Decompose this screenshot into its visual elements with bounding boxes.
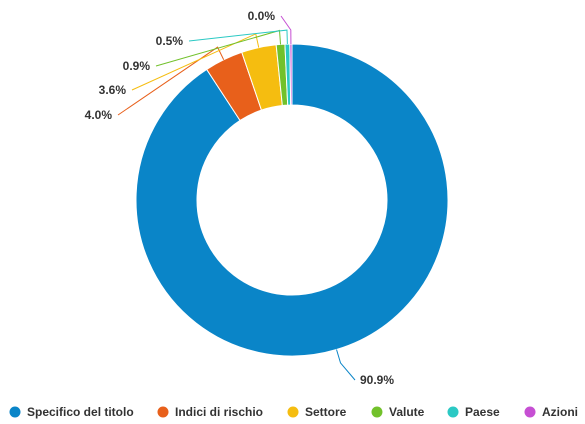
leader-line-azioni	[280, 15, 292, 45]
leader-lines-layer	[117, 15, 356, 381]
data-label-paese: 0.5%	[156, 34, 184, 48]
legend-marker-specifico-del-titolo	[9, 406, 21, 418]
data-label-settore: 3.6%	[99, 83, 127, 97]
legend-label-settore: Settore	[305, 405, 347, 419]
legend-label-specifico-del-titolo: Specifico del titolo	[27, 405, 134, 419]
legend-item-specifico-del-titolo[interactable]: Specifico del titolo	[9, 405, 134, 419]
legend-marker-indici-di-rischio	[157, 406, 169, 418]
leader-line-specifico-del-titolo	[336, 349, 356, 381]
legend: Specifico del titolo Indici di rischio Set…	[9, 405, 579, 419]
data-label-azioni: 0.0%	[248, 9, 276, 23]
legend-item-valute[interactable]: Valute	[371, 405, 425, 419]
legend-item-indici-di-rischio[interactable]: Indici di rischio	[157, 405, 264, 419]
leader-line-paese	[188, 29, 288, 45]
data-label-valute: 0.9%	[123, 59, 151, 73]
slice-specifico-del-titolo[interactable]	[135, 43, 449, 357]
legend-label-azioni: Azioni	[542, 405, 578, 419]
leader-line-indici-di-rischio	[117, 46, 225, 116]
data-label-specifico-del-titolo: 90.9%	[360, 373, 394, 387]
legend-label-paese: Paese	[465, 405, 500, 419]
legend-marker-valute	[371, 406, 383, 418]
legend-marker-settore	[287, 406, 299, 418]
legend-label-valute: Valute	[389, 405, 425, 419]
legend-marker-paese	[447, 406, 459, 418]
legend-item-settore[interactable]: Settore	[287, 405, 347, 419]
legend-label-indici-di-rischio: Indici di rischio	[175, 405, 263, 419]
legend-item-paese[interactable]: Paese	[447, 405, 501, 419]
legend-item-azioni[interactable]: Azioni	[524, 405, 579, 419]
slices-layer	[135, 43, 449, 357]
slice-azioni[interactable]	[289, 43, 293, 106]
legend-marker-azioni	[524, 406, 536, 418]
data-labels-layer: 90.9% 4.0% 3.6% 0.9% 0.5% 0.0%	[85, 9, 395, 387]
data-label-indici-di-rischio: 4.0%	[85, 108, 113, 122]
